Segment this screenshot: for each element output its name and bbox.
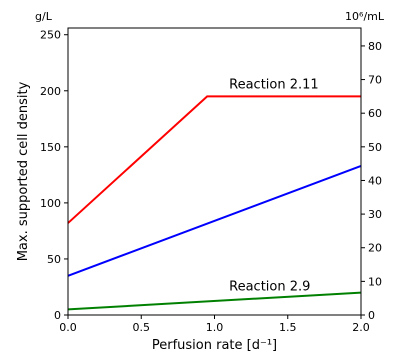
series-line-3	[67, 291, 362, 311]
y2-tick-label: 80	[368, 40, 382, 53]
y-tick-label: 0	[54, 309, 61, 322]
y2-tick-label: 70	[368, 74, 382, 87]
right-axis-unit-label: 10⁶/mL	[345, 10, 385, 23]
y-tick-label: 200	[40, 85, 61, 98]
x-tick-label: 0.0	[59, 321, 77, 334]
x-tick-label: 1.0	[206, 321, 224, 334]
y-tick-label: 250	[40, 29, 61, 42]
y-axis-title: Max. supported cell density	[16, 81, 31, 261]
y-tick-label: 100	[40, 197, 61, 210]
y-tick-label: 150	[40, 141, 61, 154]
x-tick-label: 1.5	[279, 321, 297, 334]
annotation-label: Reaction 2.9	[229, 279, 310, 294]
left-axis-unit-label: g/L	[35, 10, 53, 23]
y2-tick-label: 0	[368, 309, 375, 322]
y2-tick-label: 50	[368, 141, 382, 154]
x-tick-label: 2.0	[352, 321, 370, 334]
y-tick-label: 50	[47, 253, 61, 266]
y2-tick-label: 20	[368, 242, 382, 255]
y2-tick-label: 30	[368, 208, 382, 221]
plot-area-frame	[67, 27, 362, 316]
x-axis-title: Perfusion rate [d⁻¹]	[152, 338, 277, 353]
series-line-1	[67, 95, 361, 224]
y2-tick-label: 10	[368, 275, 382, 288]
x-tick-label: 0.5	[133, 321, 151, 334]
annotation-label: Reaction 2.11	[229, 78, 319, 93]
y2-tick-label: 60	[368, 107, 382, 120]
y2-tick-label: 40	[368, 174, 382, 187]
series-line-2	[67, 164, 362, 277]
